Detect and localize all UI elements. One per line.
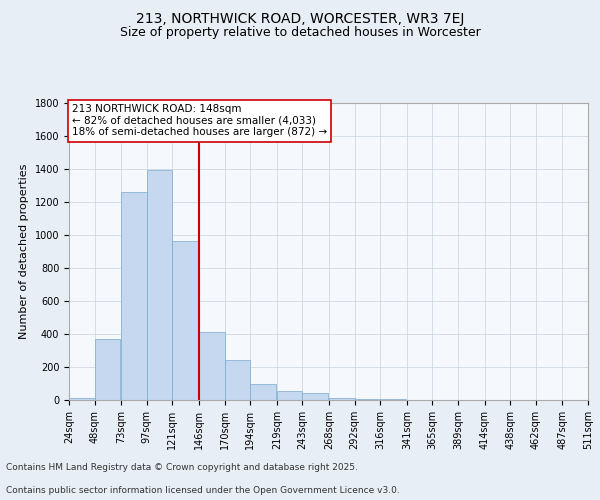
Bar <box>380 399 406 400</box>
Bar <box>355 398 380 400</box>
Bar <box>277 391 302 400</box>
Bar <box>329 398 355 400</box>
Bar <box>250 384 276 400</box>
Text: Size of property relative to detached houses in Worcester: Size of property relative to detached ho… <box>119 26 481 39</box>
Text: Contains public sector information licensed under the Open Government Licence v3: Contains public sector information licen… <box>6 486 400 495</box>
Bar <box>121 192 147 400</box>
Bar <box>172 242 198 400</box>
Text: Contains HM Land Registry data © Crown copyright and database right 2025.: Contains HM Land Registry data © Crown c… <box>6 464 358 472</box>
Bar <box>147 170 172 400</box>
Bar <box>224 360 250 400</box>
Bar <box>199 332 224 400</box>
Y-axis label: Number of detached properties: Number of detached properties <box>19 164 29 339</box>
Text: 213, NORTHWICK ROAD, WORCESTER, WR3 7EJ: 213, NORTHWICK ROAD, WORCESTER, WR3 7EJ <box>136 12 464 26</box>
Bar <box>69 398 95 400</box>
Bar <box>302 392 328 400</box>
Text: 213 NORTHWICK ROAD: 148sqm
← 82% of detached houses are smaller (4,033)
18% of s: 213 NORTHWICK ROAD: 148sqm ← 82% of deta… <box>72 104 328 138</box>
Bar <box>95 339 120 400</box>
